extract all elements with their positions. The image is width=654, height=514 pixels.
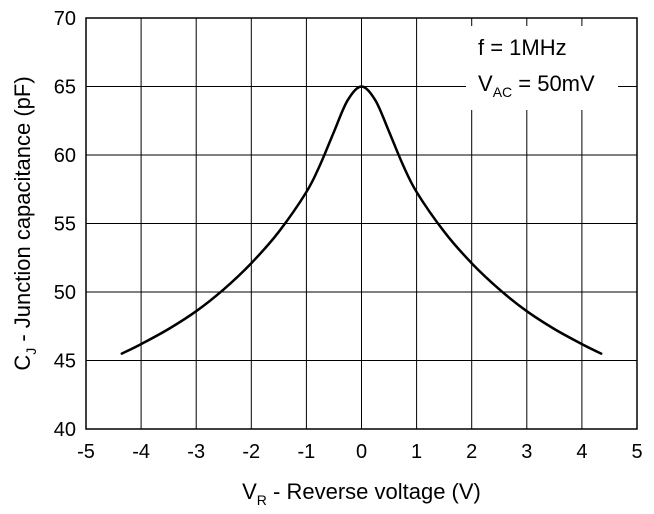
annotation-frequency: f = 1MHz xyxy=(478,35,567,60)
x-tick-label: -3 xyxy=(187,441,205,463)
x-axis-label-rest: - Reverse voltage (V) xyxy=(267,479,481,504)
y-tick-label: 40 xyxy=(54,419,76,441)
x-tick-label: -2 xyxy=(242,441,260,463)
x-tick-label: -4 xyxy=(132,441,150,463)
x-axis-label-main: V xyxy=(242,479,257,504)
annotation-background xyxy=(466,26,618,110)
x-axis-label: VR - Reverse voltage (V) xyxy=(242,479,481,508)
plot-frame xyxy=(85,17,638,430)
x-tick-label: 4 xyxy=(576,441,587,463)
annotation-ac-voltage: VAC = 50mV xyxy=(478,71,595,100)
y-axis-label-main: C xyxy=(10,355,35,371)
annotation-ac-voltage-main: V xyxy=(478,71,493,96)
y-tick-label: 45 xyxy=(54,351,76,373)
y-tick-label: 50 xyxy=(54,282,76,304)
y-axis-label-rest: - Junction capacitance (pF) xyxy=(10,76,35,347)
y-tick-label: 55 xyxy=(54,214,76,236)
series-line-capacitance xyxy=(120,85,603,355)
y-tick-label: 70 xyxy=(54,8,76,30)
annotation-ac-voltage-subscript: AC xyxy=(493,84,512,100)
x-tick-label: 2 xyxy=(466,441,477,463)
x-axis-label-subscript: R xyxy=(257,492,267,508)
annotation-ac-voltage-rest: = 50mV xyxy=(512,71,595,96)
x-tick-label: 0 xyxy=(356,441,367,463)
y-tick-labels: 40 45 50 55 60 65 70 xyxy=(54,8,76,441)
x-tick-label: -5 xyxy=(77,441,95,463)
x-tick-label: 3 xyxy=(521,441,532,463)
y-axis-label: CJ - Junction capacitance (pF) xyxy=(10,76,39,370)
x-tick-label: -1 xyxy=(298,441,316,463)
y-tick-label: 60 xyxy=(54,145,76,167)
y-axis-label-subscript: J xyxy=(23,348,39,355)
x-tick-label: 5 xyxy=(631,441,642,463)
y-tick-label: 65 xyxy=(54,77,76,99)
x-tick-labels: -5 -4 -3 -2 -1 0 1 2 3 4 5 xyxy=(77,441,642,463)
x-tick-label: 1 xyxy=(411,441,422,463)
